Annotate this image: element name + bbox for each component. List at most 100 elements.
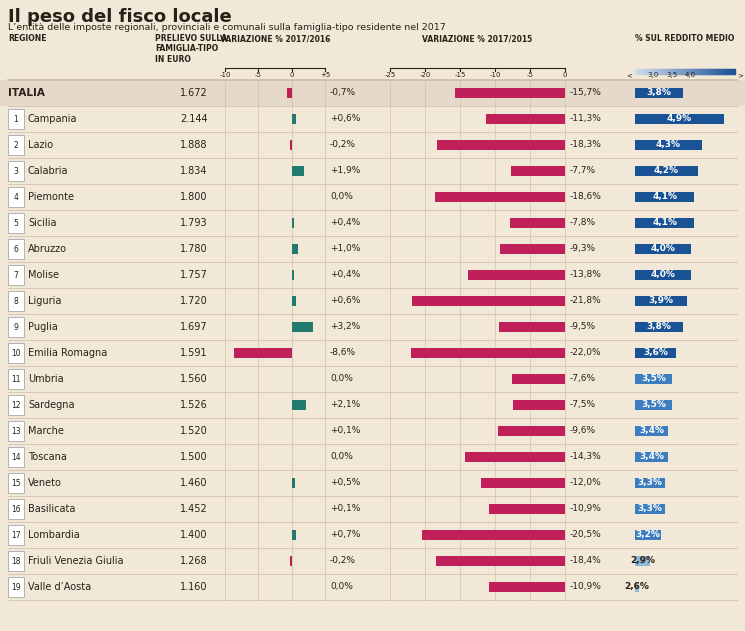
Text: 1.400: 1.400 bbox=[180, 530, 208, 540]
Bar bbox=[0, 80, 745, 106]
Bar bbox=[291, 114, 296, 124]
Text: -25: -25 bbox=[384, 72, 396, 78]
Text: 3,4%: 3,4% bbox=[639, 427, 664, 435]
Text: VARIAZIONE % 2017/2016: VARIAZIONE % 2017/2016 bbox=[220, 34, 330, 43]
Bar bbox=[500, 244, 565, 254]
Text: -7,6%: -7,6% bbox=[570, 375, 596, 384]
Text: 1.460: 1.460 bbox=[180, 478, 208, 488]
Text: 15: 15 bbox=[11, 478, 21, 488]
Text: Emilia Romagna: Emilia Romagna bbox=[28, 348, 107, 358]
Text: 17: 17 bbox=[11, 531, 21, 540]
Bar bbox=[8, 343, 24, 363]
Bar bbox=[235, 348, 291, 358]
Bar bbox=[8, 239, 24, 259]
Text: 0,0%: 0,0% bbox=[330, 192, 353, 201]
Bar bbox=[8, 213, 24, 233]
Text: 2.144: 2.144 bbox=[180, 114, 208, 124]
Text: 2: 2 bbox=[13, 141, 19, 150]
Text: +1,0%: +1,0% bbox=[330, 244, 361, 254]
Text: PRELIEVO SULLA
FAMIGLIA-TIPO
IN EURO: PRELIEVO SULLA FAMIGLIA-TIPO IN EURO bbox=[155, 34, 227, 64]
Bar bbox=[469, 269, 565, 280]
Text: 1.560: 1.560 bbox=[180, 374, 208, 384]
Bar bbox=[489, 504, 565, 514]
Text: Abruzzo: Abruzzo bbox=[28, 244, 67, 254]
Text: +1,9%: +1,9% bbox=[330, 167, 361, 175]
Bar bbox=[635, 165, 698, 177]
Text: L’entità delle imposte regionali, provinciali e comunali sulla famiglia-tipo res: L’entità delle imposte regionali, provin… bbox=[8, 23, 446, 32]
Text: +0,4%: +0,4% bbox=[330, 218, 361, 228]
Text: -10: -10 bbox=[219, 72, 231, 78]
Text: -18,6%: -18,6% bbox=[570, 192, 602, 201]
Text: -7,5%: -7,5% bbox=[570, 401, 596, 410]
Bar bbox=[287, 88, 291, 98]
Text: 0: 0 bbox=[562, 72, 567, 78]
Text: -10,9%: -10,9% bbox=[570, 505, 602, 514]
Text: 4: 4 bbox=[13, 192, 19, 201]
Bar bbox=[8, 473, 24, 493]
Bar bbox=[635, 139, 702, 150]
Bar bbox=[635, 425, 668, 437]
Text: 5: 5 bbox=[13, 218, 19, 228]
Text: 4,0%: 4,0% bbox=[650, 271, 675, 280]
Bar bbox=[435, 192, 565, 203]
Bar bbox=[8, 499, 24, 519]
Text: Friuli Venezia Giulia: Friuli Venezia Giulia bbox=[28, 556, 124, 566]
Bar bbox=[510, 218, 565, 228]
Bar bbox=[635, 218, 694, 228]
Bar bbox=[437, 555, 565, 567]
Text: -7,7%: -7,7% bbox=[570, 167, 596, 175]
Text: 3,9%: 3,9% bbox=[648, 297, 673, 305]
Text: Liguria: Liguria bbox=[28, 296, 61, 306]
Text: Lazio: Lazio bbox=[28, 140, 53, 150]
Text: -15: -15 bbox=[454, 72, 466, 78]
Text: 8: 8 bbox=[13, 297, 19, 305]
Bar bbox=[8, 187, 24, 207]
Text: Toscana: Toscana bbox=[28, 452, 67, 462]
Text: Basilicata: Basilicata bbox=[28, 504, 75, 514]
Text: -13,8%: -13,8% bbox=[570, 271, 602, 280]
Bar bbox=[8, 525, 24, 545]
Text: 7: 7 bbox=[13, 271, 19, 280]
Text: -11,3%: -11,3% bbox=[570, 114, 602, 124]
Text: 4,2%: 4,2% bbox=[654, 167, 679, 175]
Text: 3,2%: 3,2% bbox=[635, 531, 660, 540]
Text: 1.672: 1.672 bbox=[180, 88, 208, 98]
Text: -0,7%: -0,7% bbox=[330, 88, 356, 98]
Text: 11: 11 bbox=[11, 375, 21, 384]
Text: +5: +5 bbox=[320, 72, 330, 78]
Text: 3,8%: 3,8% bbox=[647, 322, 671, 331]
Text: % SUL REDDITO MEDIO: % SUL REDDITO MEDIO bbox=[635, 34, 735, 43]
Bar bbox=[413, 295, 565, 307]
Text: 9: 9 bbox=[13, 322, 19, 331]
Text: -9,3%: -9,3% bbox=[570, 244, 596, 254]
Text: 1.834: 1.834 bbox=[180, 166, 208, 176]
Text: +0,6%: +0,6% bbox=[330, 297, 361, 305]
Text: 3,3%: 3,3% bbox=[638, 505, 662, 514]
Text: -0,2%: -0,2% bbox=[330, 557, 356, 565]
Text: 3,5: 3,5 bbox=[667, 72, 678, 78]
Bar bbox=[635, 244, 691, 254]
Text: -20,5%: -20,5% bbox=[570, 531, 602, 540]
Bar bbox=[635, 269, 691, 280]
Bar bbox=[635, 452, 668, 463]
Text: 12: 12 bbox=[11, 401, 21, 410]
Text: 1.720: 1.720 bbox=[180, 296, 208, 306]
Bar bbox=[498, 322, 565, 333]
Bar bbox=[635, 192, 694, 203]
Bar bbox=[291, 478, 295, 488]
Text: 1.160: 1.160 bbox=[180, 582, 208, 592]
Text: 6: 6 bbox=[13, 244, 19, 254]
Text: ITALIA: ITALIA bbox=[8, 88, 45, 98]
Bar bbox=[635, 348, 676, 358]
Bar bbox=[635, 88, 683, 98]
Text: 0,0%: 0,0% bbox=[330, 375, 353, 384]
Text: 1.800: 1.800 bbox=[180, 192, 208, 202]
Text: <: < bbox=[626, 72, 632, 78]
Bar bbox=[486, 114, 565, 124]
Text: Calabria: Calabria bbox=[28, 166, 69, 176]
Text: VARIAZIONE % 2017/2015: VARIAZIONE % 2017/2015 bbox=[422, 34, 533, 43]
Bar bbox=[8, 447, 24, 467]
Text: 1.591: 1.591 bbox=[180, 348, 208, 358]
Text: 2,9%: 2,9% bbox=[630, 557, 655, 565]
Bar bbox=[291, 269, 294, 280]
